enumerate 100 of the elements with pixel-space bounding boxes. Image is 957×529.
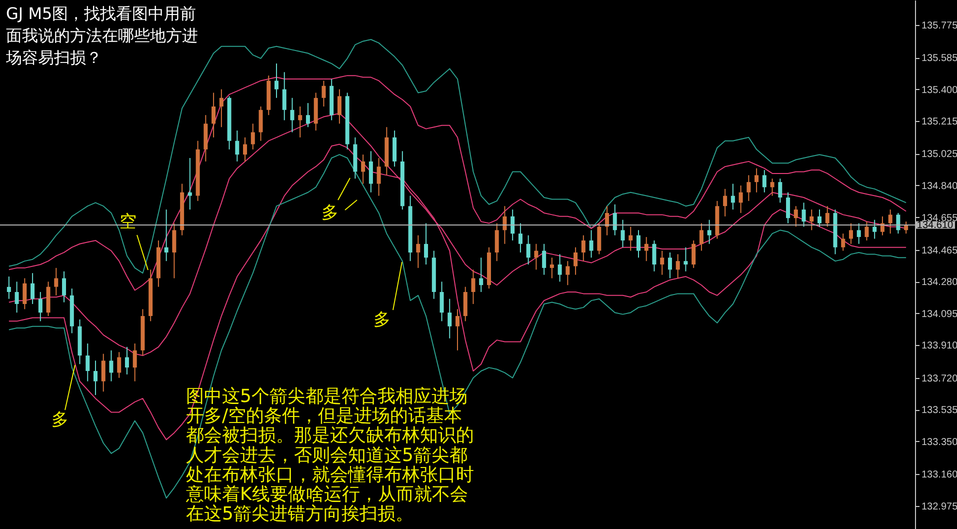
candlestick [117, 352, 122, 378]
y-tick-label: 134.840 [922, 180, 957, 192]
candlestick [778, 178, 782, 204]
candlestick [510, 209, 515, 241]
candlestick [219, 88, 224, 128]
candlestick [605, 206, 610, 236]
candlestick [676, 254, 680, 279]
candlestick [730, 183, 735, 210]
y-tick-label: 133.350 [922, 436, 957, 448]
candlestick [235, 130, 240, 162]
candlestick [896, 212, 900, 234]
candlestick [494, 222, 499, 262]
candlestick [306, 102, 310, 128]
candlestick [723, 188, 728, 217]
y-tick-label: 133.720 [922, 373, 957, 384]
candlestick [298, 106, 302, 138]
candlestick [738, 184, 743, 214]
candlestick [652, 240, 656, 272]
candlestick [810, 209, 814, 231]
candlestick [94, 360, 98, 396]
ref-line-label: 134.610 [916, 220, 954, 231]
candlestick [132, 343, 137, 382]
candlestick [376, 158, 381, 196]
candlestick [707, 219, 712, 244]
candlestick [699, 222, 704, 252]
candlestick [258, 106, 263, 142]
candlestick [164, 209, 168, 262]
candlestick [684, 246, 688, 272]
candlestick [448, 298, 452, 339]
candlestick [770, 178, 774, 196]
candlestick [692, 240, 696, 268]
candlestick [456, 308, 460, 351]
candlestick [825, 206, 830, 228]
candlestick [518, 222, 522, 253]
candlestick [101, 353, 106, 392]
candlestick [746, 174, 751, 202]
annotation: 多 [52, 410, 68, 430]
candlestick [754, 168, 759, 193]
candlestick [628, 226, 633, 252]
candlestick [416, 234, 420, 268]
y-tick-label: 135.775 [922, 20, 957, 32]
candlestick [612, 204, 617, 236]
line-series [8, 75, 907, 291]
annotation: 多 [374, 310, 390, 330]
candlestick [14, 281, 19, 314]
candlestick [502, 206, 507, 244]
candlestick [212, 92, 216, 138]
candlestick [250, 123, 255, 150]
candlestick [818, 209, 822, 228]
candlestick [802, 202, 806, 228]
candlestick [337, 88, 342, 124]
candlestick [22, 278, 27, 310]
y-tick-label: 133.910 [922, 340, 957, 352]
candlestick [786, 192, 790, 224]
candlestick [620, 219, 625, 248]
y-tick-label: 132.975 [922, 501, 957, 512]
candlestick [841, 233, 846, 252]
candlestick [856, 222, 861, 244]
candlestick [888, 209, 892, 234]
candlestick [558, 254, 562, 282]
y-tick-label: 133.535 [922, 405, 957, 416]
candlestick [479, 257, 484, 292]
candlestick [566, 260, 570, 286]
candlestick [6, 276, 11, 300]
candlestick [440, 281, 444, 322]
candlestick [574, 246, 578, 276]
candlestick [322, 80, 326, 107]
candlestick [30, 272, 35, 305]
candlestick [38, 291, 42, 322]
candlestick [864, 221, 869, 241]
candlestick [848, 222, 853, 244]
candlestick [636, 230, 640, 258]
candlestick [589, 230, 594, 258]
text: GJ M5图，找找看图中用前面我说的方法在哪些地方进场容易扫损？ [5, 4, 198, 67]
candlestick [290, 97, 294, 133]
candlestick [361, 154, 366, 184]
y-tick-label: 135.215 [922, 116, 957, 128]
candlestick [526, 234, 530, 265]
candlestick [424, 222, 428, 265]
candlestick [660, 250, 664, 276]
y-tick-label: 135.585 [922, 53, 957, 64]
candlestick [368, 150, 373, 193]
candlestick [644, 236, 648, 262]
y-tick-label: 134.095 [922, 308, 957, 320]
candlestick [471, 269, 476, 305]
candlestick [172, 222, 176, 279]
candlestick [872, 219, 877, 240]
candlestick [542, 243, 546, 276]
candlestick [550, 257, 554, 279]
candlestick [188, 158, 192, 210]
y-tick-label: 134.280 [922, 277, 957, 288]
candlestick [668, 252, 672, 279]
candlestick [243, 136, 248, 162]
candlestick [124, 346, 129, 375]
candlestick [534, 243, 538, 270]
y-tick-label: 133.160 [922, 470, 957, 481]
candlestick [282, 72, 286, 121]
candlestick [109, 350, 114, 382]
candlestick [794, 206, 798, 228]
candlestick [274, 63, 278, 98]
